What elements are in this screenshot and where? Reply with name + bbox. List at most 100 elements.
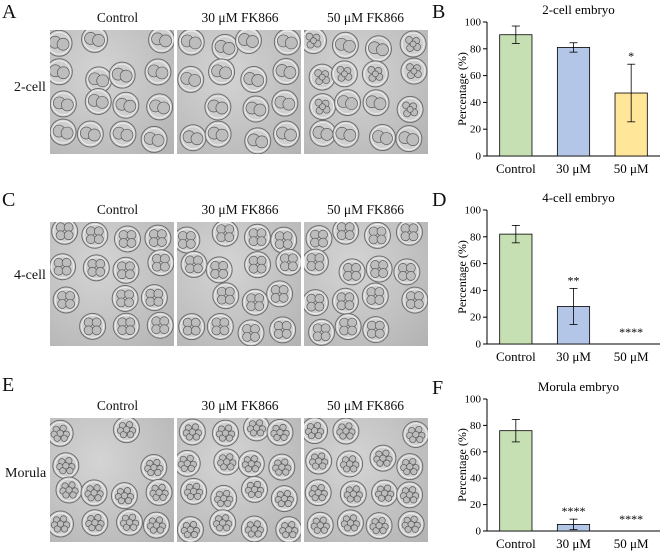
embryo-zona-inner — [367, 37, 390, 61]
embryo-zona-inner — [304, 291, 327, 315]
embryo-zona — [237, 319, 265, 346]
embryo-zona-inner — [242, 68, 266, 91]
embryo-zona-inner — [213, 222, 237, 245]
embryo-zona-inner — [304, 250, 327, 274]
y-tick-label: 100 — [465, 394, 482, 406]
blastomere — [253, 103, 267, 117]
embryo-zona — [178, 313, 206, 341]
blastomere — [69, 491, 77, 499]
blastomere — [319, 462, 327, 470]
blastomere — [306, 253, 317, 263]
blastomere — [346, 519, 354, 527]
embryo-zona-inner — [334, 222, 358, 243]
blastomere — [56, 429, 64, 437]
blastomere — [190, 132, 204, 146]
row-label-morula: Morula — [5, 466, 47, 481]
blastomere — [123, 99, 137, 113]
embryo-zona-inner — [113, 484, 136, 508]
blastomere — [219, 519, 227, 527]
embryo-zona-inner — [51, 92, 75, 116]
blastomere — [346, 432, 354, 440]
blastomere — [250, 485, 259, 493]
blastomere — [349, 490, 357, 498]
blastomere — [347, 325, 357, 336]
embryo-zona — [304, 289, 329, 317]
embryo-zona-inner — [83, 511, 107, 535]
blastomere — [221, 429, 230, 437]
embryo-zona-inner — [213, 35, 237, 59]
panel-letter-a: A — [2, 1, 17, 23]
y-axis-label: Percentage (%) — [455, 52, 469, 126]
y-tick-label: 40 — [470, 285, 482, 297]
blastomere — [218, 260, 229, 271]
blastomere — [223, 458, 231, 466]
embryo-zona — [244, 251, 272, 279]
y-tick-label: 20 — [470, 499, 482, 511]
embryo-zona-inner — [83, 223, 107, 247]
blastomere — [224, 294, 235, 305]
blastomere — [247, 460, 255, 468]
embryo-zona-inner — [114, 314, 138, 338]
blastomere — [222, 41, 236, 55]
blastomere — [318, 229, 328, 240]
blastomere — [414, 299, 424, 309]
blastomere — [398, 263, 408, 273]
embryo-zona-inner — [210, 60, 233, 84]
blastomere — [412, 430, 420, 439]
embryo-zona-inner — [50, 512, 72, 536]
blastomere — [177, 231, 188, 241]
blastomere — [351, 271, 361, 281]
blastomere — [251, 465, 259, 473]
blastomere — [310, 229, 320, 240]
embryo-zona-inner — [177, 228, 199, 252]
blastomere — [65, 299, 76, 309]
embryo-zona-inner — [371, 126, 394, 149]
blastomere — [124, 297, 134, 308]
embryo-zona-inner — [150, 30, 173, 52]
embryo-zona-inner — [271, 318, 295, 342]
blastomere — [406, 106, 414, 113]
blastomere — [188, 428, 196, 436]
blastomere — [400, 223, 411, 234]
blastomere — [153, 296, 164, 307]
row-label-4cell: 4-cell — [14, 268, 46, 283]
blastomere — [159, 493, 167, 501]
embryo-zona — [50, 253, 77, 281]
blastomere — [380, 132, 393, 145]
blastomere — [215, 101, 229, 115]
blastomere — [251, 74, 265, 87]
blastomere — [125, 261, 135, 272]
blastomere — [344, 292, 355, 303]
significance-label: **** — [562, 504, 586, 518]
chart-title: 2-cell embryo — [542, 2, 615, 17]
blastomere — [375, 522, 383, 530]
image-label-50um: 50 μM FK866 — [327, 202, 404, 217]
blastomere — [318, 73, 326, 81]
blastomere — [193, 263, 203, 274]
embryo-zona-inner — [50, 421, 72, 445]
blastomere — [408, 223, 419, 234]
blastomere — [130, 523, 138, 531]
blastomere — [320, 331, 331, 342]
embryo-zona-inner — [339, 511, 362, 535]
embryo-zona-inner — [246, 225, 269, 249]
blastomere — [409, 40, 417, 48]
embryo-zona-inner — [366, 224, 389, 247]
embryo-zona-inner — [273, 91, 297, 115]
blastomere — [157, 237, 167, 247]
significance-label: * — [628, 49, 634, 63]
embryo-zona-inner — [148, 95, 172, 119]
embryo-zona — [270, 226, 298, 254]
blastomere — [190, 325, 201, 336]
bar-chart-4cell: 4-cell embryo Percentage (%) 0 20 40 60 80 100 C… — [455, 190, 660, 364]
y-tick-label: 100 — [465, 17, 482, 29]
blastomere — [342, 427, 350, 435]
embryo-zona-inner — [214, 284, 238, 308]
image-label-control: Control — [96, 10, 139, 25]
blastomere — [224, 286, 235, 297]
image-label-control: Control — [96, 202, 139, 217]
bar — [499, 233, 533, 345]
blastomere — [193, 255, 203, 266]
embryo-zona-inner — [86, 90, 110, 113]
embryo-zona-inner — [246, 129, 270, 153]
